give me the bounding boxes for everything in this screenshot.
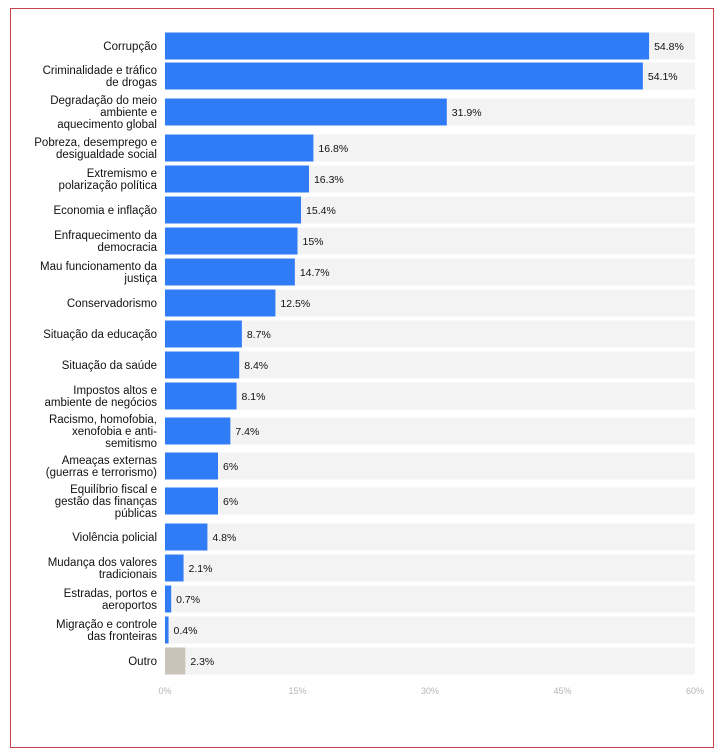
category-label: Migração e controle bbox=[56, 619, 157, 631]
category-label: gestão das finanças bbox=[55, 496, 158, 508]
category-label: Extremismo e bbox=[87, 168, 157, 180]
data-label: 16.3% bbox=[314, 174, 344, 186]
bar bbox=[165, 351, 240, 379]
data-label: 2.1% bbox=[189, 563, 213, 575]
bar-track bbox=[165, 452, 695, 480]
bar bbox=[165, 616, 169, 644]
bar bbox=[165, 417, 231, 445]
bar bbox=[165, 227, 298, 255]
category-label: Equilíbrio fiscal e bbox=[70, 484, 157, 496]
category-label: Conservadorismo bbox=[67, 298, 157, 310]
category-label: Situação da saúde bbox=[62, 360, 157, 372]
category-label: Pobreza, desemprego e bbox=[34, 137, 157, 149]
bar-track bbox=[165, 523, 695, 551]
x-tick-label: 30% bbox=[421, 686, 439, 696]
bar bbox=[165, 196, 302, 224]
x-tick-label: 60% bbox=[686, 686, 704, 696]
category-label: Ameaças externas bbox=[62, 455, 157, 467]
x-tick-label: 45% bbox=[553, 686, 571, 696]
category-label: Racismo, homofobia, bbox=[49, 414, 157, 426]
data-label: 54.1% bbox=[648, 71, 678, 83]
data-label: 15% bbox=[303, 236, 324, 248]
data-label: 12.5% bbox=[280, 298, 310, 310]
bar bbox=[165, 165, 309, 193]
data-label: 14.7% bbox=[300, 267, 330, 279]
category-label: polarização política bbox=[59, 180, 158, 192]
bar-track bbox=[165, 320, 695, 348]
data-label: 6% bbox=[223, 496, 238, 508]
bar bbox=[165, 647, 186, 675]
category-label: semitismo bbox=[105, 438, 157, 450]
category-label: tradicionais bbox=[99, 569, 157, 581]
bar bbox=[165, 134, 314, 162]
data-label: 8.4% bbox=[244, 360, 268, 372]
bar bbox=[165, 62, 643, 90]
x-tick-label: 0% bbox=[158, 686, 171, 696]
bar-chart: 54.8% Corrupção 54.1% Criminalidade e tráfi… bbox=[34, 32, 704, 696]
category-label: justiça bbox=[123, 273, 157, 285]
category-label: aquecimento global bbox=[57, 119, 157, 131]
bar-track bbox=[165, 417, 695, 445]
category-label: (guerras e terrorismo) bbox=[46, 467, 157, 479]
bar bbox=[165, 289, 276, 317]
bar bbox=[165, 554, 184, 582]
bar bbox=[165, 382, 237, 410]
category-label: Violência policial bbox=[72, 532, 157, 544]
category-label: ambiente de negócios bbox=[44, 397, 157, 409]
data-label: 8.7% bbox=[247, 329, 271, 341]
category-label: Degradação do meio bbox=[50, 95, 157, 107]
category-label: públicas bbox=[115, 508, 157, 520]
bar bbox=[165, 452, 218, 480]
category-label: Enfraquecimento da bbox=[54, 230, 158, 242]
category-label: de drogas bbox=[106, 77, 157, 89]
bar-track bbox=[165, 382, 695, 410]
bar-track bbox=[165, 647, 695, 675]
category-label: das fronteiras bbox=[87, 631, 157, 643]
category-label: desigualdade social bbox=[56, 149, 157, 161]
category-label: Estradas, portos e bbox=[64, 588, 157, 600]
category-label: Economia e inflação bbox=[53, 205, 157, 217]
data-label: 31.9% bbox=[452, 107, 482, 119]
category-label: Corrupção bbox=[103, 41, 157, 53]
bar-track bbox=[165, 487, 695, 515]
category-label: Mau funcionamento da bbox=[40, 261, 158, 273]
data-label: 2.3% bbox=[190, 656, 214, 668]
x-tick-label: 15% bbox=[288, 686, 306, 696]
bar bbox=[165, 523, 208, 551]
bar-track bbox=[165, 351, 695, 379]
data-label: 4.8% bbox=[212, 532, 236, 544]
category-label: Mudança dos valores bbox=[48, 557, 158, 569]
category-label: xenofobia e anti- bbox=[72, 426, 157, 438]
category-label: Outro bbox=[128, 656, 157, 668]
category-label: Situação da educação bbox=[43, 329, 157, 341]
category-label: Criminalidade e tráfico bbox=[43, 65, 157, 77]
category-label: ambiente e bbox=[100, 107, 157, 119]
bar-track bbox=[165, 616, 695, 644]
data-label: 0.4% bbox=[174, 625, 198, 637]
bar bbox=[165, 98, 447, 126]
bar bbox=[165, 258, 295, 286]
data-label: 15.4% bbox=[306, 205, 336, 217]
category-label: democracia bbox=[98, 242, 158, 254]
data-label: 16.8% bbox=[318, 143, 348, 155]
bar bbox=[165, 585, 172, 613]
bar-track bbox=[165, 554, 695, 582]
data-label: 0.7% bbox=[176, 594, 200, 606]
bar bbox=[165, 487, 218, 515]
data-label: 6% bbox=[223, 461, 238, 473]
bar-track bbox=[165, 585, 695, 613]
bar bbox=[165, 32, 650, 60]
category-label: aeroportos bbox=[102, 600, 157, 612]
bar bbox=[165, 320, 242, 348]
data-label: 7.4% bbox=[235, 426, 259, 438]
category-label: Impostos altos e bbox=[73, 385, 157, 397]
data-label: 54.8% bbox=[654, 41, 684, 53]
data-label: 8.1% bbox=[242, 391, 266, 403]
